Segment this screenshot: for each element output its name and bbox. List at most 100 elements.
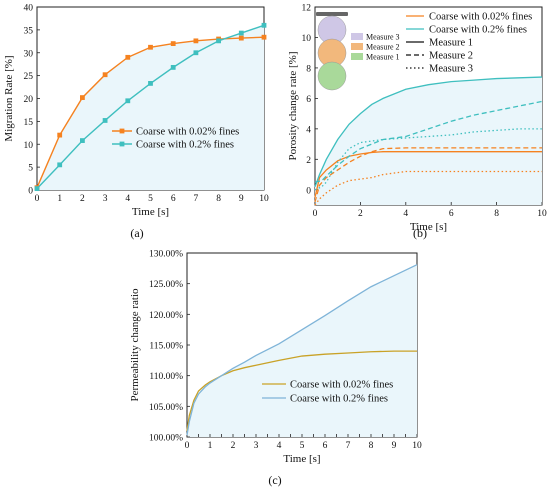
- y-tick-label: 125.00%: [149, 280, 183, 290]
- series-line-3: [314, 170, 542, 206]
- y-tick-label: 0: [306, 186, 311, 196]
- x-tick-label: 4: [125, 194, 130, 204]
- series-line-1: [186, 350, 417, 431]
- y-tick-label: 40: [24, 4, 34, 14]
- y-tick-label: 100.00%: [149, 434, 183, 444]
- x-tick-label: 6: [323, 441, 328, 451]
- legend-label: Coarse with 0.2% fines: [429, 25, 527, 36]
- x-tick-label: 10: [537, 209, 547, 219]
- data-point: [80, 95, 85, 100]
- y-tick-label: 4: [306, 125, 311, 135]
- data-point: [80, 138, 85, 143]
- data-point: [193, 38, 199, 44]
- x-tick-label: 1: [208, 441, 213, 451]
- sphere-1: [317, 61, 347, 91]
- y-tick-label: 20: [24, 95, 34, 105]
- data-point: [238, 35, 244, 41]
- legend-marker: [119, 141, 125, 147]
- x-tick-label: 7: [346, 441, 351, 451]
- data-point: [102, 118, 108, 123]
- data-point: [148, 44, 153, 50]
- x-tick-label: 0: [35, 194, 40, 204]
- data-point: [125, 54, 131, 60]
- y-tick-label: 130.00%: [149, 250, 183, 260]
- x-tick-label: 10: [259, 194, 269, 204]
- y-tick-label: 8: [306, 64, 311, 74]
- inset-legend-swatch: [351, 53, 363, 60]
- x-tick-label: 4: [277, 441, 282, 451]
- x-tick-label: 8: [216, 194, 221, 204]
- y-axis-label: Porosity change rate [%]: [287, 51, 299, 160]
- y-tick-label: 2: [306, 156, 311, 166]
- x-tick-label: 4: [403, 209, 408, 219]
- x-tick-label: 1: [57, 194, 62, 204]
- y-tick-label: 0: [28, 187, 33, 197]
- x-tick-label: 2: [80, 194, 85, 204]
- series-line-6: [314, 128, 542, 191]
- data-point: [216, 38, 221, 44]
- inset-cap: [316, 12, 348, 16]
- panel-label-a: (a): [130, 226, 143, 240]
- y-tick-label: 35: [24, 26, 34, 36]
- x-tick-label: 9: [392, 441, 397, 451]
- x-tick-label: 6: [171, 194, 176, 204]
- x-tick-label: 2: [358, 209, 363, 219]
- y-tick-label: 15: [24, 118, 34, 128]
- y-tick-label: 25: [24, 72, 34, 82]
- inset-legend-label: Measure 1: [366, 53, 400, 62]
- x-tick-label: 2: [231, 441, 236, 451]
- legend-label: Coarse with 0.02% fines: [136, 127, 239, 138]
- data-point: [34, 186, 40, 192]
- x-tick-label: 10: [412, 441, 422, 451]
- inset-legend-label: Measure 3: [366, 33, 400, 42]
- area-fill: [37, 25, 264, 190]
- x-tick-label: 0: [185, 441, 190, 451]
- legend-label: Coarse with 0.2% fines: [290, 394, 388, 405]
- data-point: [261, 22, 267, 28]
- series-line-2: [186, 264, 418, 436]
- x-axis-label: Time [s]: [410, 221, 447, 233]
- x-tick-label: 5: [148, 194, 153, 204]
- data-point: [102, 72, 108, 78]
- x-tick-label: 6: [449, 209, 454, 219]
- y-tick-label: 5: [28, 164, 33, 174]
- x-tick-label: 3: [254, 441, 259, 451]
- series-line-4: [314, 76, 543, 187]
- legend-label: Coarse with 0.2% fines: [136, 140, 234, 151]
- legend-marker: [119, 128, 125, 134]
- data-point: [170, 41, 176, 46]
- y-tick-label: 30: [24, 49, 34, 59]
- x-tick-label: 8: [494, 209, 499, 219]
- inset-legend-swatch: [351, 33, 363, 40]
- x-tick-label: 7: [194, 194, 199, 204]
- x-tick-label: 5: [300, 441, 305, 451]
- y-tick-label: 6: [306, 95, 311, 105]
- x-tick-label: 8: [369, 441, 374, 451]
- x-axis-label: Time [s]: [132, 206, 169, 218]
- x-tick-label: 9: [239, 194, 244, 204]
- inset-legend-label: Measure 2: [366, 43, 400, 52]
- panel-label-c: (c): [268, 473, 281, 487]
- y-tick-label: 115.00%: [149, 342, 183, 352]
- y-axis-label: Migration Rate [%]: [3, 55, 15, 141]
- data-point: [57, 162, 63, 168]
- data-point: [238, 30, 244, 36]
- chart-c: 00.511.522.533.544.555.566.577.588.599.5…: [129, 250, 422, 466]
- series-line-2: [314, 147, 542, 203]
- area-fill: [187, 264, 417, 437]
- chart-b: 0 2 4 6 8 10 0 2 4 6 8 10 12 Time [s] Porosity change …: [287, 4, 547, 234]
- data-point: [125, 98, 131, 104]
- y-tick-label: 105.00%: [149, 403, 183, 413]
- y-tick-label: 110.00%: [149, 372, 183, 382]
- data-point: [170, 64, 176, 70]
- data-point: [57, 132, 63, 138]
- legend-label: Coarse with 0.02% fines: [429, 12, 532, 23]
- legend-label: Measure 2: [429, 51, 473, 62]
- y-axis-label: Permeability change ratio: [129, 288, 141, 402]
- x-axis-label: Time [s]: [283, 453, 320, 465]
- y-tick-label: 120.00%: [149, 311, 183, 321]
- area-fill: [315, 77, 542, 205]
- data-point: [193, 50, 199, 56]
- series-line-1: [314, 151, 542, 198]
